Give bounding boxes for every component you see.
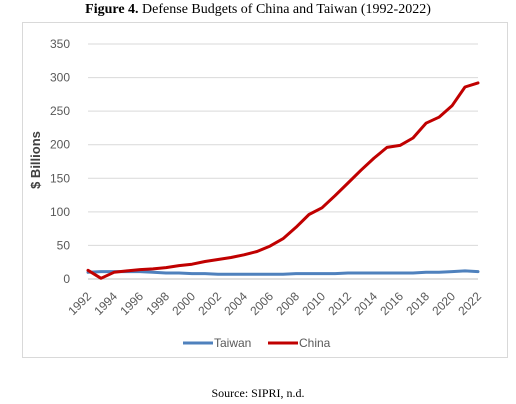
y-tick-label: 100	[50, 205, 70, 219]
x-tick-label: 1998	[143, 289, 172, 318]
x-tick-label: 1994	[91, 289, 120, 318]
legend-label-china: China	[299, 336, 331, 350]
y-tick-label: 250	[50, 104, 70, 118]
series-lines	[86, 81, 480, 280]
x-tick-label: 2020	[429, 289, 458, 318]
y-tick-label: 300	[50, 71, 70, 85]
figure-title-text: Defense Budgets of China and Taiwan (199…	[142, 2, 431, 17]
legend: Taiwan China	[183, 336, 331, 350]
x-tick-label: 2022	[455, 289, 484, 318]
x-tick-label: 2018	[403, 289, 432, 318]
figure-title: Figure 4. Defense Budgets of China and T…	[0, 2, 516, 18]
grid-lines	[88, 43, 478, 280]
y-tick-label: 50	[57, 238, 71, 252]
x-tick-label: 2010	[299, 289, 328, 318]
x-tick-label: 1992	[65, 289, 94, 318]
y-tick-label: 200	[50, 138, 70, 152]
y-tick-label: 150	[50, 171, 70, 185]
x-tick-label: 2012	[325, 289, 354, 318]
figure-label: Figure 4.	[85, 2, 139, 17]
x-tick-labels: 1992199419961998200020022004200620082010…	[65, 289, 484, 318]
series-line-china	[86, 81, 480, 280]
x-tick-label: 2016	[377, 289, 406, 318]
x-tick-label: 2008	[273, 289, 302, 318]
x-tick-label: 1996	[117, 289, 146, 318]
y-tick-label: 350	[50, 37, 70, 51]
legend-label-taiwan: Taiwan	[214, 336, 251, 350]
x-tick-label: 2006	[247, 289, 276, 318]
chart-frame	[22, 22, 508, 358]
x-tick-label: 2000	[169, 289, 198, 318]
series-line-taiwan	[86, 269, 480, 276]
y-tick-labels: 0 50 100 150 200 250 300 350	[50, 37, 70, 286]
x-tick-label: 2004	[221, 289, 250, 318]
y-tick-label: 0	[63, 272, 70, 286]
source-note: Source: SIPRI, n.d.	[211, 386, 305, 400]
x-tick-label: 2014	[351, 289, 380, 318]
x-tick-label: 2002	[195, 289, 224, 318]
y-axis-label: $ Billions	[28, 131, 43, 189]
